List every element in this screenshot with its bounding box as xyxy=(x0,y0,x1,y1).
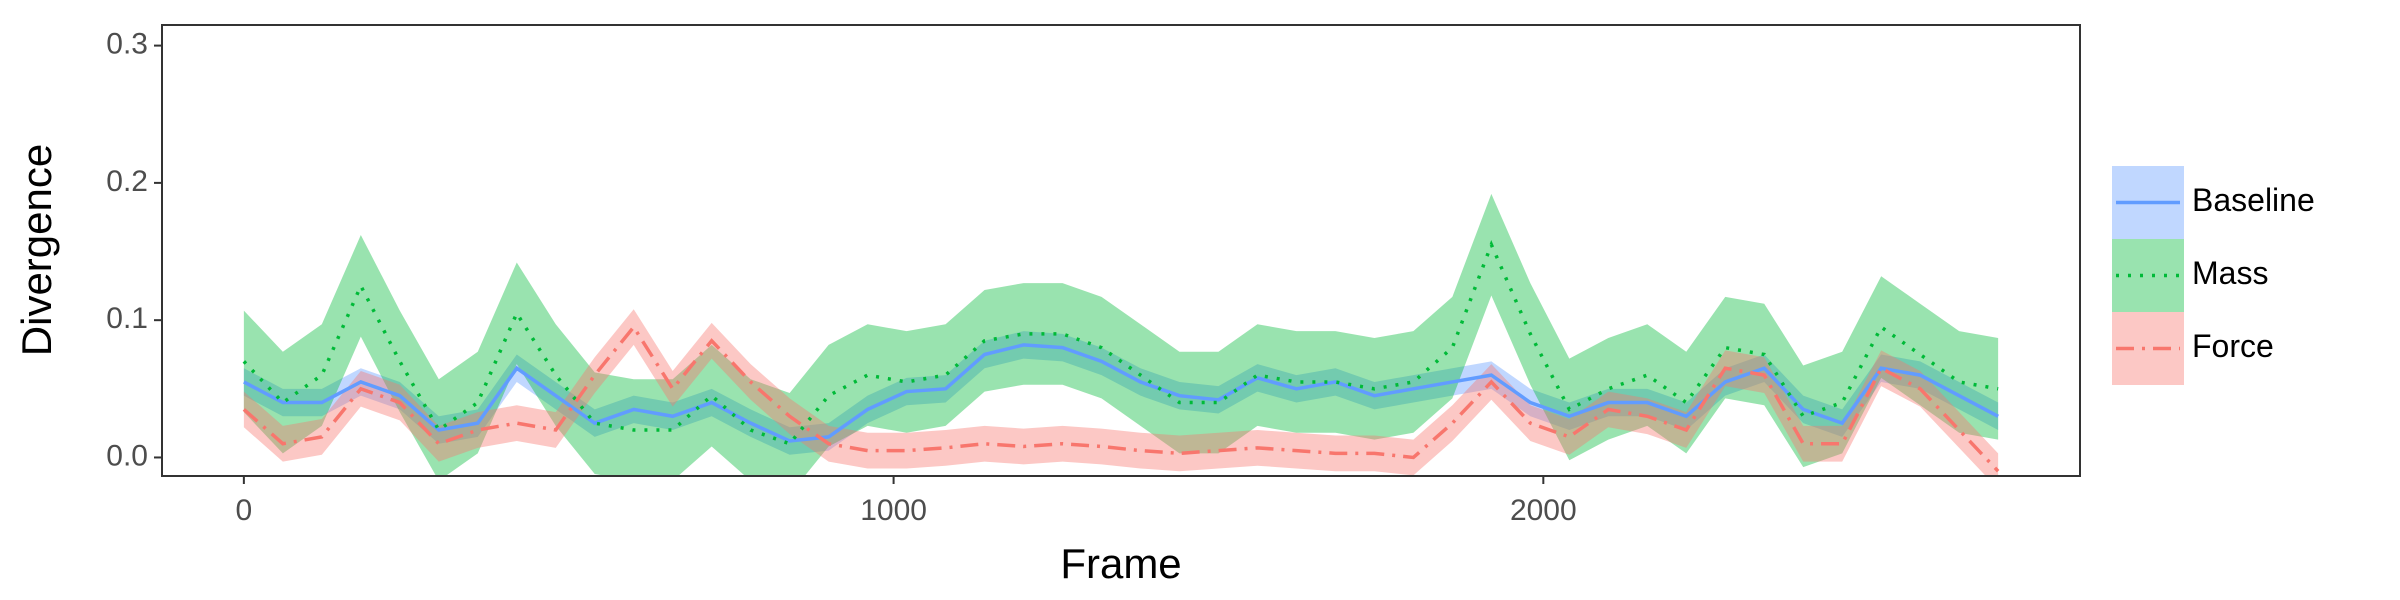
plot-area xyxy=(242,193,2000,476)
ribbon xyxy=(243,309,1999,476)
ribbon xyxy=(243,193,1999,476)
ribbon xyxy=(243,331,1999,455)
y-tick-label: 0.1 xyxy=(106,302,148,335)
legend-key-ribbon xyxy=(2112,239,2184,312)
legend-label: Baseline xyxy=(2192,182,2315,218)
line xyxy=(242,240,1999,446)
line xyxy=(242,324,2000,473)
legend-label: Mass xyxy=(2192,255,2268,291)
y-tick-label: 0.2 xyxy=(106,165,148,198)
x-tick-label: 2000 xyxy=(1510,494,1577,527)
y-axis-title: Divergence xyxy=(13,144,60,356)
legend-label: Force xyxy=(2192,328,2274,364)
y-tick-label: 0.3 xyxy=(106,28,148,61)
x-tick-label: 0 xyxy=(236,494,253,527)
panel-border xyxy=(161,24,2081,477)
y-tick-label: 0.0 xyxy=(106,439,148,472)
x-tick-label: 1000 xyxy=(860,494,927,527)
x-axis-title: Frame xyxy=(1060,540,1181,587)
